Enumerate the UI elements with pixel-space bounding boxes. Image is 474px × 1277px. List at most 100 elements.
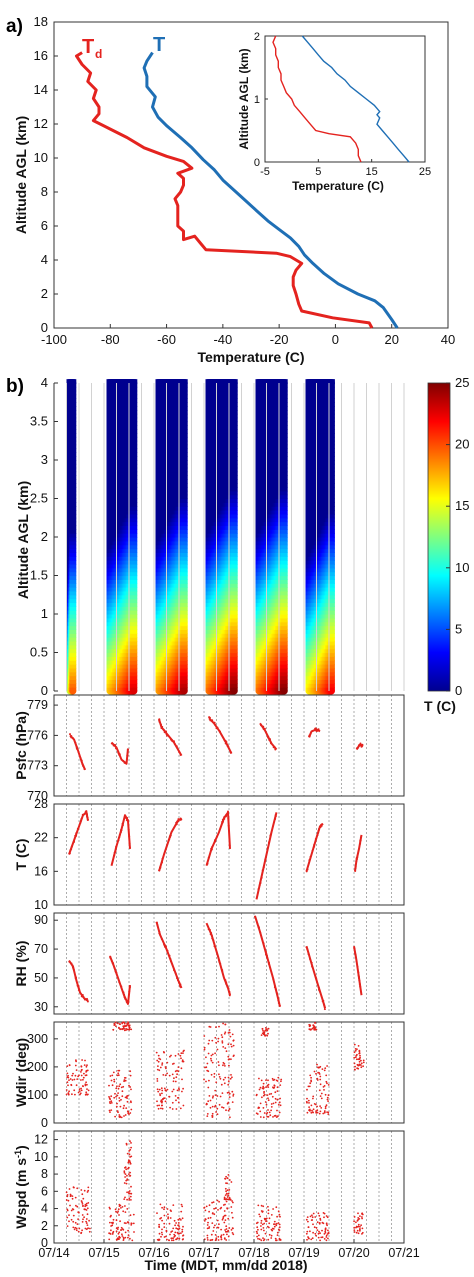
heatmap-cell	[130, 386, 138, 392]
heatmap-cell	[69, 560, 77, 565]
heatmap-cell	[69, 421, 77, 426]
heatmap-cell	[180, 637, 188, 642]
heatmap-cap-top	[230, 379, 238, 387]
heatmap-cell	[230, 460, 238, 465]
heatmap-cell	[69, 494, 77, 500]
profile-plot-frame	[53, 21, 449, 329]
heatmap-cell	[230, 556, 238, 561]
heatmap-cell	[230, 675, 238, 681]
heatmap-cell	[69, 660, 77, 665]
heatmap-cell	[69, 402, 77, 407]
heatmap-cell	[230, 467, 238, 473]
heatmap-cell	[230, 537, 238, 542]
heatmap-cell	[130, 521, 138, 527]
heatmap-cell	[69, 537, 77, 542]
heatmap-cell	[230, 409, 238, 415]
heatmap-cell	[130, 652, 138, 657]
heatmap-cell	[130, 552, 138, 557]
profile-y-tick-label: 18	[34, 14, 48, 29]
profile-y-tick-label: 14	[34, 82, 48, 97]
heatmap-cell	[130, 506, 138, 511]
heatmap-cap-bottom	[230, 687, 238, 695]
heatmap-cell	[180, 525, 188, 530]
heatmap-cell	[180, 652, 188, 657]
heatmap-cell	[69, 386, 77, 392]
heatmap-cell	[180, 671, 188, 677]
heatmap-cell	[180, 513, 188, 519]
heatmap-cell	[69, 433, 77, 438]
heatmap-cell	[69, 456, 77, 461]
heatmap-cell	[69, 506, 77, 511]
heatmap-cell	[130, 390, 138, 396]
heatmap-cell	[180, 571, 188, 577]
heatmap-cell	[180, 398, 188, 403]
heatmap-cell	[230, 421, 238, 426]
heatmap-cell	[130, 460, 138, 465]
heatmap-cell	[130, 656, 138, 661]
heatmap-cell	[180, 629, 188, 634]
inset-x-tick-label: 25	[419, 166, 431, 178]
heatmap-cell	[230, 579, 238, 584]
heatmap-cell	[69, 621, 77, 627]
heatmap-cell	[180, 413, 188, 419]
heatmap-cell	[69, 463, 77, 469]
heatmap-cell	[230, 660, 238, 665]
heatmap-cell	[130, 637, 138, 642]
heatmap-cell	[130, 463, 138, 469]
heatmap-cell	[180, 656, 188, 661]
inset-y-axis-title: Altitude AGL (km)	[237, 48, 251, 149]
heatmap-cap-bottom	[130, 687, 138, 695]
heatmap-cell	[69, 614, 77, 619]
heatmap-cell	[130, 537, 138, 542]
heatmap-cell	[69, 521, 77, 527]
heatmap-cell	[130, 448, 138, 453]
heatmap-cell	[130, 413, 138, 419]
heatmap-cell	[180, 471, 188, 476]
heatmap-cell	[230, 602, 238, 607]
heatmap-cell	[130, 409, 138, 415]
heatmap-cell	[130, 510, 138, 515]
profile-series-label-t: T	[153, 34, 165, 56]
heatmap-cell	[230, 583, 238, 588]
heatmap-cell	[180, 660, 188, 665]
heatmap-cell	[180, 463, 188, 469]
heatmap-cell	[69, 502, 77, 507]
heatmap-cell	[180, 563, 188, 569]
heatmap-cell	[130, 436, 138, 442]
inset-x-tick-label: -5	[260, 166, 270, 178]
heatmap-cell	[69, 517, 77, 523]
heatmap-cell	[180, 587, 188, 592]
heatmap-cell	[130, 629, 138, 634]
heatmap-cell	[230, 544, 238, 550]
heatmap-cell	[230, 483, 238, 488]
heatmap-cell	[130, 583, 138, 588]
heatmap-cell	[130, 563, 138, 569]
heatmap-cell	[180, 506, 188, 511]
heatmap-cell	[180, 606, 188, 611]
heatmap-cell	[69, 679, 77, 684]
heatmap-cell	[180, 475, 188, 480]
heatmap-cell	[230, 486, 238, 492]
heatmap-cell	[69, 529, 77, 534]
heatmap-cell	[69, 656, 77, 661]
heatmap-cap-bottom	[69, 687, 77, 695]
heatmap-cell	[130, 679, 138, 684]
heatmap-cell	[180, 556, 188, 561]
heatmap-cell	[130, 440, 138, 446]
heatmap-cap-top	[69, 379, 77, 387]
heatmap-cell	[230, 456, 238, 461]
heatmap-cell	[69, 617, 77, 623]
heatmap-cell	[180, 640, 188, 646]
heatmap-cell	[69, 525, 77, 530]
inset-x-tick-label: 15	[366, 166, 378, 178]
heatmap-cell	[130, 602, 138, 607]
profile-x-tick-label: -40	[213, 332, 232, 347]
heatmap-cell	[230, 610, 238, 615]
td-label-main: T	[82, 36, 94, 58]
heatmap-cell	[130, 660, 138, 665]
heatmap-cell	[230, 540, 238, 546]
heatmap-cell	[180, 664, 188, 669]
heatmap-cell	[230, 406, 238, 411]
heatmap-cell	[130, 644, 138, 650]
